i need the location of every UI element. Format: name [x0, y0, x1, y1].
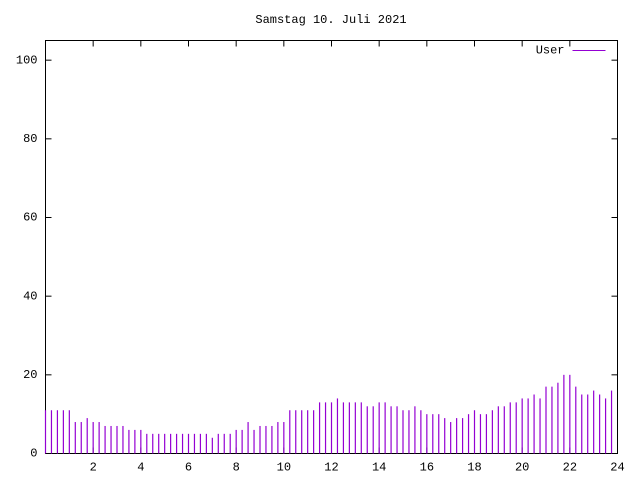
y-tick-label: 80 — [23, 132, 37, 146]
y-tick-label: 100 — [16, 53, 38, 67]
x-tick-label: 6 — [185, 461, 192, 475]
y-tick-label: 40 — [23, 289, 37, 303]
y-tick-label: 0 — [30, 447, 37, 461]
x-tick-label: 2 — [90, 461, 97, 475]
legend-label: User — [536, 44, 565, 58]
x-tick-label: 16 — [420, 461, 434, 475]
x-tick-label: 20 — [515, 461, 529, 475]
chart-title: Samstag 10. Juli 2021 — [255, 13, 406, 27]
x-tick-label: 10 — [277, 461, 291, 475]
x-tick-label: 18 — [467, 461, 481, 475]
x-tick-label: 8 — [233, 461, 240, 475]
x-tick-label: 14 — [372, 461, 386, 475]
x-tick-label: 4 — [137, 461, 144, 475]
y-tick-label: 60 — [23, 211, 37, 225]
x-tick-label: 24 — [610, 461, 624, 475]
x-tick-label: 12 — [324, 461, 338, 475]
y-tick-label: 20 — [23, 368, 37, 382]
x-tick-label: 22 — [563, 461, 577, 475]
